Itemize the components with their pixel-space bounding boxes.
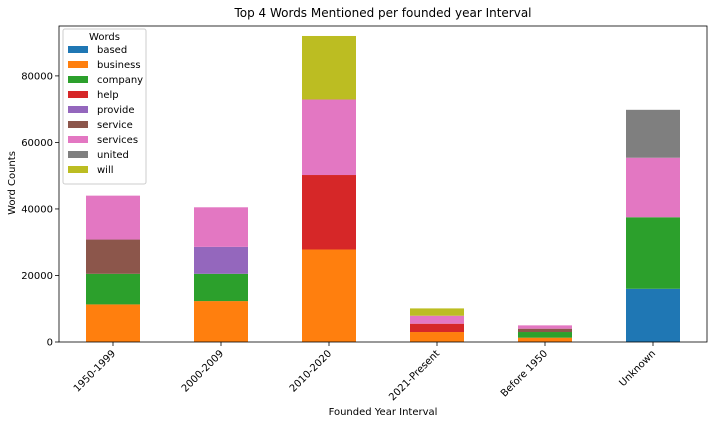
legend-label-united: united [97, 150, 129, 161]
x-axis-label: Founded Year Interval [329, 407, 438, 418]
axes-group [58, 25, 708, 343]
bar-services-before-1950 [518, 325, 572, 329]
legend-swatch-based [68, 46, 88, 53]
bar-business-2000-2009 [194, 301, 248, 342]
bar-help-2010-2020 [302, 175, 356, 250]
legend-label-company: company [97, 75, 143, 86]
x-tick-label: 2000-2009 [180, 348, 226, 394]
bar-company-unknown [626, 217, 680, 289]
bar-business-2010-2020 [302, 249, 356, 342]
bar-company-2000-2009 [194, 273, 248, 302]
bar-service-before-1950 [518, 328, 572, 333]
bar-business-before-1950 [518, 337, 572, 342]
legend-swatch-company [68, 76, 88, 83]
bar-business-1950-1999 [86, 304, 140, 342]
legend-swatch-united [68, 151, 88, 158]
y-tick-label: 40000 [21, 204, 53, 215]
x-tick-label: 2010-2020 [288, 348, 334, 394]
legend-label-service: service [97, 120, 133, 131]
legend-label-business: business [97, 60, 141, 71]
bar-based-unknown [626, 288, 680, 342]
bar-company-1950-1999 [86, 273, 140, 305]
y-ticks: 0 20000 40000 60000 80000 [21, 71, 59, 349]
bar-business-2021-present [410, 332, 464, 342]
legend: Words based business company help provide serv… [62, 28, 147, 185]
bar-services-unknown [626, 157, 680, 218]
bar-services-2000-2009 [194, 207, 248, 247]
x-ticks: 1950-1999 2000-2009 2010-2020 2021-Present B… [72, 342, 658, 403]
y-tick-label: 60000 [21, 138, 53, 149]
legend-title: Words [89, 32, 120, 43]
y-tick-label: 20000 [21, 271, 53, 282]
bar-services-1950-1999 [86, 195, 140, 240]
legend-swatch-provide [68, 106, 88, 113]
legend-label-will: will [97, 165, 114, 176]
legend-label-services: services [97, 135, 138, 146]
x-tick-label: Unknown [618, 348, 659, 389]
legend-swatch-services [68, 136, 88, 143]
y-tick-label: 80000 [21, 71, 53, 82]
y-axis-label: Word Counts [7, 151, 18, 215]
legend-swatch-service [68, 121, 88, 128]
bar-company-before-1950 [518, 332, 572, 338]
bar-united-unknown [626, 109, 680, 158]
legend-label-provide: provide [97, 105, 135, 116]
bar-services-2010-2020 [302, 99, 356, 176]
bar-will-2010-2020 [302, 35, 356, 100]
x-tick-label: 2021-Present [387, 348, 442, 403]
y-tick-label: 0 [47, 338, 53, 349]
x-tick-label: Before 1950 [499, 348, 550, 399]
chart-title: Top 4 Words Mentioned per founded year I… [233, 6, 531, 20]
bars-group [86, 35, 680, 342]
legend-label-help: help [97, 90, 119, 101]
x-tick-label: 1950-1999 [72, 348, 118, 394]
legend-swatch-will [68, 166, 88, 173]
legend-swatch-help [68, 91, 88, 98]
bar-provide-2000-2009 [194, 246, 248, 274]
legend-swatch-business [68, 61, 88, 68]
bar-service-1950-1999 [86, 239, 140, 274]
bar-services-2021-present [410, 315, 464, 324]
bar-will-2021-present [410, 308, 464, 316]
plot-frame [58, 25, 708, 343]
legend-label-based: based [97, 45, 127, 56]
bar-help-2021-present [410, 323, 464, 333]
